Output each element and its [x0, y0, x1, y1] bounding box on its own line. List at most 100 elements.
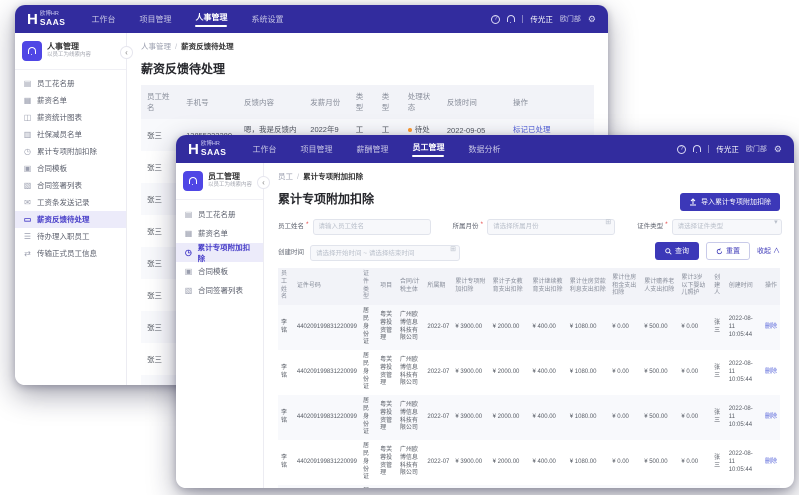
user-name[interactable]: 传光正 [716, 144, 739, 154]
help-icon[interactable]: ? [491, 14, 501, 24]
table-row[interactable]: 李铭 440209199831220099 居民身份证 粤芙蓉投资管理 广州欧博… [278, 440, 780, 485]
cell-total-deduction: ¥ 3900.00 [452, 485, 489, 488]
sidebar-collapse-button[interactable]: ‹ [257, 176, 270, 189]
cell-id-number: 440209199831220099 [296, 368, 357, 375]
top-nav-item[interactable]: 数据分析 [468, 144, 501, 154]
cell-employee-name: 李铭 [281, 364, 288, 379]
top-nav-item[interactable]: 项目管理 [300, 144, 333, 154]
sidebar-collapse-button[interactable]: ‹ [120, 46, 133, 59]
cell-period: 2022-07 [427, 323, 450, 330]
sidebar-menu-item[interactable]: ☰ 待办理入职员工 [15, 228, 126, 245]
sidebar-menu-item[interactable]: ⇄ 传输正式员工信息 [15, 245, 126, 262]
column-header: 类型 [349, 85, 376, 119]
settings-gear-icon[interactable]: ⚙ [587, 13, 596, 24]
period-month-input[interactable] [487, 218, 616, 235]
cell-id-number: 440209199831220099 [294, 485, 360, 488]
sidebar-menu-item[interactable]: ▤ 员工花名册 [15, 75, 126, 92]
logo-text-cn: 欧博HR [200, 141, 220, 147]
top-nav-item[interactable]: 工作台 [91, 14, 116, 24]
logo-text-en: SAAS [200, 146, 227, 157]
breadcrumb-root[interactable]: 员工 [278, 172, 293, 181]
cell-mortgage-interest: ¥ 1080.00 [569, 323, 597, 330]
notification-bell-icon[interactable] [693, 144, 702, 154]
sidebar-menu-item[interactable]: ▦ 薪资名单 [176, 224, 263, 243]
cell-tax-entity: 广州欧博信息科技有限公司 [399, 357, 418, 387]
sidebar-menu-item[interactable]: ▦ 薪资名单 [15, 92, 126, 109]
menu-item-icon: ▤ [23, 79, 32, 88]
top-nav-item[interactable]: 项目管理 [139, 14, 172, 24]
cell-tax-entity: 广州欧博信息科技有限公司 [399, 447, 418, 477]
top-nav-item[interactable]: 员工管理 [412, 142, 444, 157]
cell-elderly-support: ¥ 500.00 [644, 458, 668, 465]
employee-name-input[interactable] [312, 218, 431, 235]
top-nav-item[interactable]: 人事管理 [195, 12, 227, 27]
table-row[interactable]: 李铭 440209199831220099 居民身份证 粤芙蓉投资管理 广州欧博… [278, 305, 780, 351]
cell-mortgage-interest: ¥ 1080.00 [569, 458, 597, 465]
reset-button[interactable]: 重置 [706, 242, 751, 261]
cell-tax-entity: 广州欧博信息科技有限公司 [399, 402, 418, 432]
delete-link[interactable]: 删除 [764, 413, 777, 420]
cell-actions: 删除 [762, 350, 780, 395]
upload-icon [690, 198, 696, 206]
top-nav: 工作台 项目管理 薪酬管理 员工管理 数据分析 [252, 142, 500, 157]
table-row[interactable]: 李铭 440209199831220099 居民身份证 粤芙蓉投资管理 广州欧博… [278, 485, 780, 488]
cell-total-deduction: ¥ 3900.00 [455, 368, 483, 375]
search-button[interactable]: 查询 [655, 242, 700, 261]
delete-link[interactable]: 删除 [764, 368, 777, 375]
menu-item-icon: ⇄ [24, 249, 31, 258]
sidebar-menu-item[interactable]: ▤ 员工花名册 [176, 205, 263, 224]
sidebar-menu-item[interactable]: ▧ 合同签署列表 [15, 177, 126, 194]
sidebar-menu-item[interactable]: ◷ 累计专项附加扣除 [15, 143, 126, 160]
logo-mark: H [188, 140, 199, 158]
sidebar-menu-item[interactable]: ✉ 工资条发送记录 [15, 194, 126, 211]
settings-gear-icon[interactable]: ⚙ [773, 143, 782, 154]
sidebar-subtitle: 以员工为线索内容 [208, 182, 253, 189]
table-row[interactable]: 李铭 440209199831220099 居民身份证 粤芙蓉投资管理 广州欧博… [278, 395, 780, 441]
sidebar-menu-item[interactable]: ▭ 薪资反馈待处理 [15, 211, 126, 228]
import-deductions-button[interactable]: 导入累计专项附加扣除 [680, 193, 780, 211]
cell-infant-care: ¥ 0.00 [678, 485, 711, 488]
collapse-filters-link[interactable]: 收起 ∧ [757, 248, 780, 256]
top-nav-item[interactable]: 薪酬管理 [356, 144, 389, 154]
table-row[interactable]: 李铭 440209199831220099 居民身份证 粤芙蓉投资管理 广州欧博… [278, 350, 780, 395]
cell-id-number: 440209199831220099 [296, 413, 357, 420]
user-name[interactable]: 传光正 [530, 14, 553, 24]
cell-project: 粤芙蓉投资管理 [380, 447, 393, 477]
breadcrumb-root[interactable]: 人事管理 [141, 42, 171, 51]
sidebar-menu-item[interactable]: ◫ 薪资统计图表 [15, 109, 126, 126]
cell-employee-name: 李铭 [281, 409, 288, 424]
top-nav-item[interactable]: 系统设置 [251, 14, 284, 24]
top-nav-item[interactable]: 工作台 [252, 144, 277, 154]
menu-item-icon: ▧ [184, 286, 193, 295]
cell-id-number: 440209199831220099 [296, 323, 357, 330]
cell-employee-name: 张三 [147, 290, 162, 300]
column-header: 累计住房租金支出扣除 [609, 268, 642, 306]
column-header: 员工姓名 [278, 268, 294, 306]
menu-item-label: 薪资名单 [37, 96, 67, 105]
logo-text-en: SAAS [39, 16, 66, 27]
cell-period: 2022-07 [427, 458, 450, 465]
cell-id-type: 居民身份证 [360, 485, 377, 488]
create-time-range-input[interactable] [310, 245, 460, 261]
search-icon [665, 248, 672, 255]
id-type-select[interactable] [671, 218, 782, 235]
column-header: 累计专项附加扣除 [452, 268, 490, 306]
delete-link[interactable]: 删除 [764, 458, 777, 465]
delete-link[interactable]: 删除 [764, 323, 777, 330]
cell-children-education: ¥ 2000.00 [490, 485, 530, 488]
menu-item-label: 薪资反馈待处理 [37, 215, 90, 224]
notification-bell-icon[interactable] [507, 14, 516, 24]
app-logo: H 欧博HR SAAS [188, 141, 226, 158]
menu-item-icon: ▧ [23, 181, 32, 190]
help-icon[interactable]: ? [677, 144, 687, 154]
mark-handled-link[interactable]: 标记已处理 [513, 125, 551, 134]
sidebar-menu-item[interactable]: ▣ 合同模板 [15, 160, 126, 177]
menu-item-icon: ▤ [184, 210, 193, 219]
sidebar-menu-item[interactable]: ◷ 累计专项附加扣除 [176, 243, 263, 263]
column-header: 创建人 [711, 268, 726, 306]
sidebar-menu-item[interactable]: ▣ 合同模板 [176, 262, 263, 281]
sidebar-menu-item[interactable]: ▥ 社保减员名单 [15, 126, 126, 143]
filter-label: 创建时间 [278, 249, 304, 257]
column-header: 证件类型 [359, 268, 378, 306]
sidebar-menu-item[interactable]: ▧ 合同签署列表 [176, 281, 263, 300]
